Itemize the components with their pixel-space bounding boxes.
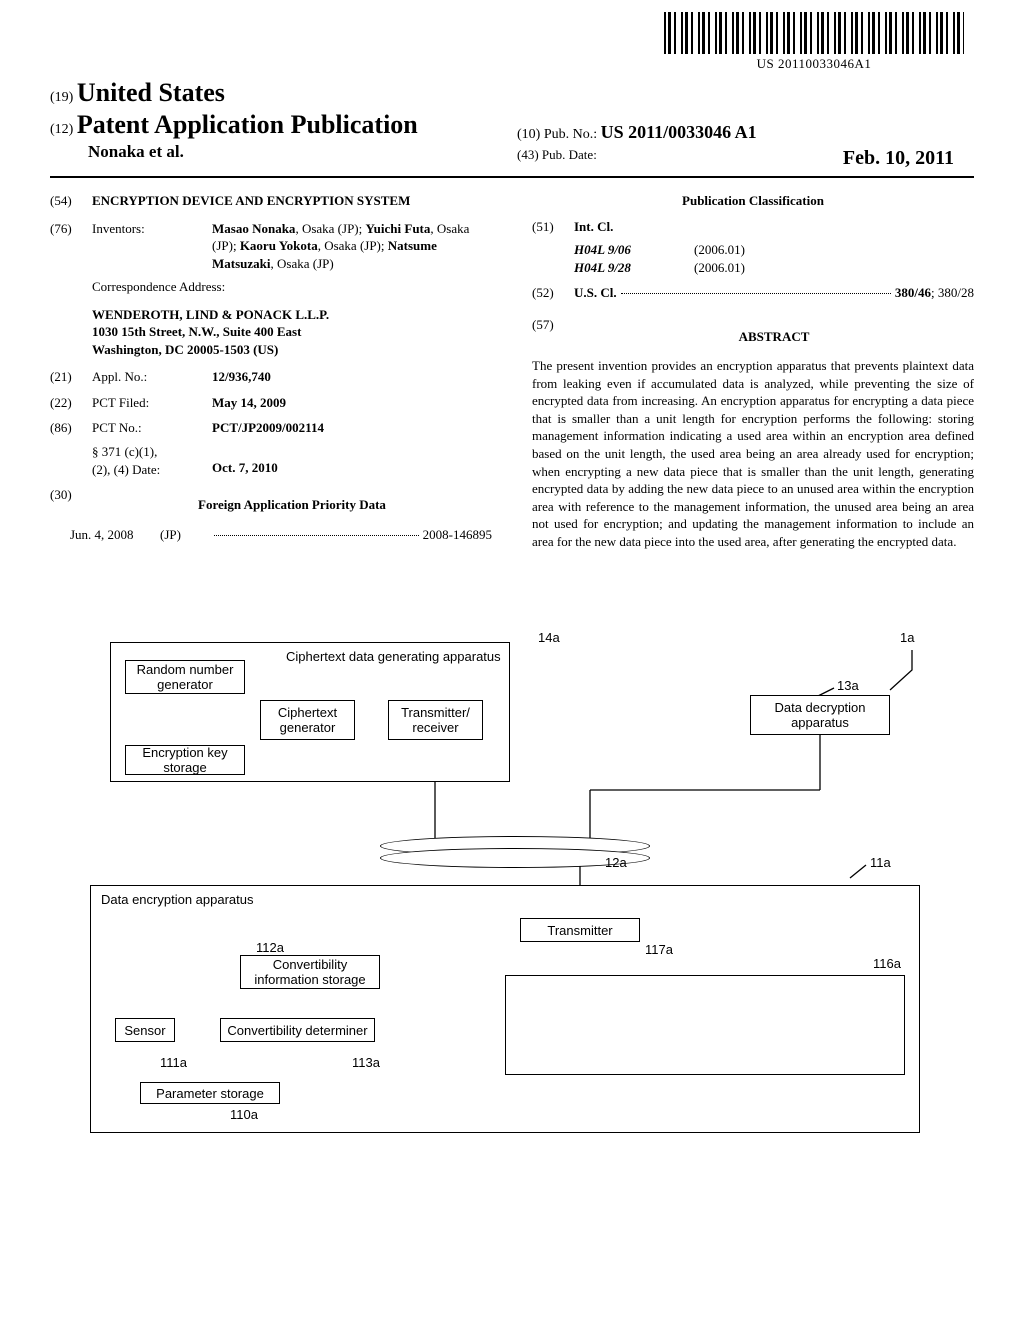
lbl-111a: 111a	[160, 1055, 187, 1070]
intcl-version-1: (2006.01)	[694, 259, 974, 277]
code-12: (12)	[50, 122, 73, 137]
decrypt-node: Data decryption apparatus	[750, 695, 890, 735]
code-86: (86)	[50, 419, 92, 437]
code-57: (57)	[532, 316, 574, 352]
code-43: (43)	[517, 147, 539, 162]
intcl-symbol-1: H04L 9/28	[574, 259, 694, 277]
code-30: (30)	[50, 486, 92, 520]
tx-node: Transmitter	[520, 918, 640, 942]
uscl-sub: ; 380/28	[931, 285, 974, 300]
inventors-label: Inventors:	[92, 220, 212, 273]
convdet-node: Convertibility determiner	[220, 1018, 375, 1042]
title: ENCRYPTION DEVICE AND ENCRYPTION SYSTEM	[92, 192, 492, 210]
patent-header: (19) United States (12) Patent Applicati…	[50, 78, 974, 178]
uscl-label: U.S. Cl.	[574, 284, 617, 302]
lbl-13a: 13a	[837, 678, 859, 693]
foreign-date: Jun. 4, 2008	[70, 526, 160, 544]
lbl-12a: 12a	[605, 855, 627, 870]
lbl-116a: 116a	[873, 956, 901, 971]
intcl-symbol-0: H04L 9/06	[574, 241, 694, 259]
pubno-label: Pub. No.:	[544, 127, 597, 142]
convinfo-node: Convertibility information storage	[240, 955, 380, 989]
rng-node: Random number generator	[125, 660, 245, 694]
pubdate: Feb. 10, 2011	[843, 147, 974, 170]
correspondence-label: Correspondence Address:	[92, 278, 492, 296]
pctno: PCT/JP2009/002114	[212, 419, 492, 437]
left-column: (54) ENCRYPTION DEVICE AND ENCRYPTION SY…	[50, 192, 512, 550]
applno: 12/936,740	[212, 368, 492, 386]
code-21: (21)	[50, 368, 92, 386]
pctfiled: May 14, 2009	[212, 394, 492, 412]
lbl-112a: 112a	[256, 940, 284, 955]
dots	[214, 526, 419, 536]
pctfiled-label: PCT Filed:	[92, 394, 212, 412]
s371-label: § 371 (c)(1), (2), (4) Date:	[92, 443, 212, 478]
dots	[621, 284, 891, 294]
ctgen-node: Ciphertext generator	[260, 700, 355, 740]
ciphertext-app-label: Ciphertext data generating apparatus	[286, 649, 501, 664]
pub-type: Patent Application Publication	[77, 110, 418, 139]
pubdate-label: Pub. Date:	[542, 147, 597, 162]
applno-label: Appl. No.:	[92, 368, 212, 386]
lbl-117a: 117a	[645, 942, 673, 957]
header-left: (19) United States (12) Patent Applicati…	[50, 78, 507, 170]
lbl-110a: 110a	[230, 1107, 258, 1122]
storage-group	[505, 975, 905, 1075]
intcl-version-0: (2006.01)	[694, 241, 974, 259]
lbl-113a: 113a	[352, 1055, 380, 1070]
pctno-label: PCT No.:	[92, 419, 212, 437]
abstract-head: ABSTRACT	[574, 328, 974, 346]
code-19: (19)	[50, 90, 73, 105]
sensor-node: Sensor	[115, 1018, 175, 1042]
code-10: (10)	[517, 127, 540, 142]
keystore-node: Encryption key storage	[125, 745, 245, 775]
pubno: US 2011/0033046 A1	[601, 122, 757, 142]
code-22: (22)	[50, 394, 92, 412]
code-52: (52)	[532, 284, 574, 302]
code-54: (54)	[50, 192, 92, 210]
inventors: Masao Nonaka, Osaka (JP); Yuichi Futa, O…	[212, 220, 492, 273]
code-76: (76)	[50, 220, 92, 273]
foreign-number: 2008-146895	[423, 526, 492, 544]
lbl-1a: 1a	[900, 630, 914, 645]
code-51: (51)	[532, 218, 574, 236]
barcode-text: US 20110033046A1	[664, 56, 964, 72]
right-column: Publication Classification (51) Int. Cl.…	[512, 192, 974, 550]
bibliographic-body: (54) ENCRYPTION DEVICE AND ENCRYPTION SY…	[50, 192, 974, 550]
authors: Nonaka et al.	[88, 142, 507, 162]
lbl-11a: 11a	[870, 855, 891, 870]
foreign-country: (JP)	[160, 526, 210, 544]
dea-label: Data encryption apparatus	[101, 892, 253, 907]
lbl-14a: 14a	[538, 630, 560, 645]
uscl-main: 380/46	[895, 285, 931, 300]
classification-head: Publication Classification	[532, 192, 974, 210]
barcode-area: US 20110033046A1	[664, 12, 964, 72]
intcl-label: Int. Cl.	[574, 218, 974, 236]
barcode-graphic	[664, 12, 964, 54]
s371-date: Oct. 7, 2010	[212, 443, 492, 478]
correspondence-address: WENDEROTH, LIND & PONACK L.L.P. 1030 15t…	[92, 306, 492, 359]
foreign-priority-head: Foreign Application Priority Data	[92, 496, 492, 514]
header-right: (10) Pub. No.: US 2011/0033046 A1 (43) P…	[507, 78, 974, 170]
paramstore-node: Parameter storage	[140, 1082, 280, 1104]
txrx-node: Transmitter/ receiver	[388, 700, 483, 740]
patent-figure: 14a 1a 302a 301a 300a 303a 13a Ciphertex…	[80, 630, 944, 1140]
country: United States	[77, 78, 225, 107]
abstract-text: The present invention provides an encryp…	[532, 357, 974, 550]
